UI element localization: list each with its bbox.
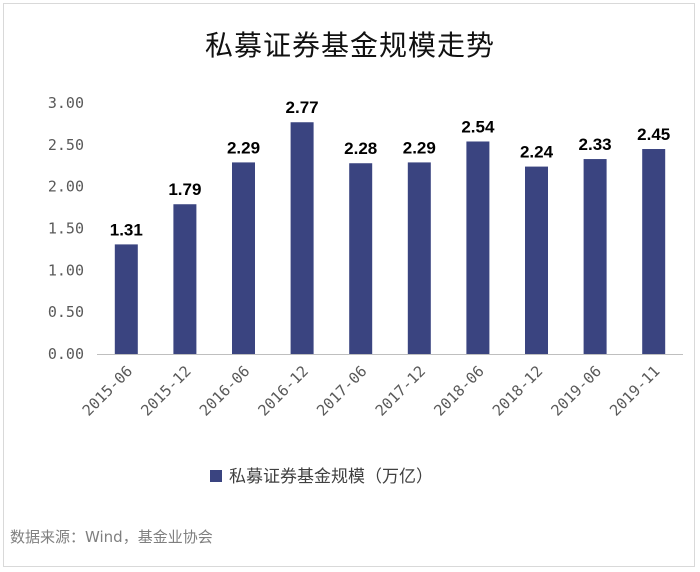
x-tick-label: 2015-06 — [79, 362, 136, 419]
data-label: 2.77 — [286, 98, 319, 117]
y-tick-label: 3.00 — [48, 94, 84, 112]
bars — [114, 122, 666, 354]
bar — [232, 162, 255, 354]
legend-label: 私募证券基金规模（万亿） — [229, 467, 433, 487]
bar — [583, 159, 607, 354]
x-tick-label: 2016-12 — [254, 362, 311, 419]
bar — [642, 149, 666, 354]
legend-swatch — [210, 470, 222, 482]
data-label: 2.29 — [403, 138, 436, 157]
data-label: 2.33 — [579, 135, 612, 154]
x-axis: 2015-06 2015-12 2016-06 2016-12 2017-06 2017-… — [79, 354, 683, 420]
bar — [407, 162, 431, 354]
bar — [466, 141, 490, 354]
y-tick-label: 1.50 — [48, 220, 84, 238]
data-label: 2.54 — [461, 117, 495, 136]
y-axis: 0.00 0.50 1.00 1.50 2.00 2.50 3.00 — [48, 94, 84, 363]
source-note: 数据来源：Wind，基金业协会 — [10, 528, 213, 546]
data-label: 1.79 — [168, 180, 201, 199]
data-label: 2.28 — [344, 139, 377, 158]
x-tick-label: 2018-06 — [430, 362, 487, 419]
data-label: 2.45 — [637, 125, 670, 144]
bar — [525, 166, 548, 354]
bar — [114, 244, 138, 354]
x-tick-label: 2017-12 — [372, 362, 429, 419]
data-label: 2.24 — [520, 143, 554, 162]
bar — [349, 163, 373, 354]
legend: 私募证券基金规模（万亿） — [210, 467, 433, 487]
x-tick-label: 2016-06 — [196, 362, 253, 419]
x-tick-label: 2018-12 — [489, 362, 546, 419]
chart-title: 私募证券基金规模走势 — [204, 29, 495, 62]
bar — [173, 204, 197, 354]
value-labels: 1.31 1.79 2.29 2.77 2.28 2.29 2.54 2.24 2.33 2.45 — [110, 98, 670, 239]
x-tick-label: 2015-12 — [137, 362, 194, 419]
y-tick-label: 0.00 — [48, 345, 84, 363]
data-label: 1.31 — [110, 220, 143, 239]
y-tick-label: 0.50 — [48, 303, 84, 321]
bar — [290, 122, 314, 354]
x-tick-label: 2019-11 — [606, 362, 663, 419]
y-tick-label: 2.00 — [48, 178, 84, 196]
y-tick-label: 2.50 — [48, 136, 84, 154]
x-tick-label: 2017-06 — [313, 362, 370, 419]
data-label: 2.29 — [227, 138, 260, 157]
y-tick-label: 1.00 — [48, 261, 84, 279]
x-tick-label: 2019-06 — [547, 362, 604, 419]
